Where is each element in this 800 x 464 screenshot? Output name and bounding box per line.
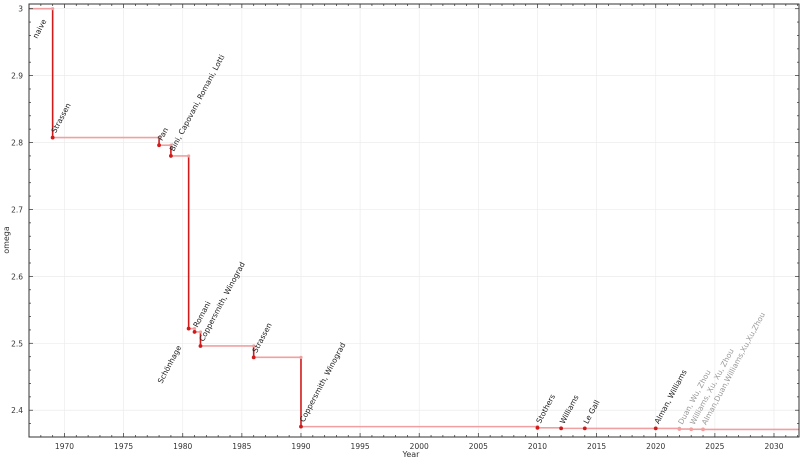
corner-marker xyxy=(157,135,161,140)
point-label: Pan xyxy=(156,126,170,142)
y-tick-label: 2.8 xyxy=(11,139,23,148)
data-point xyxy=(169,154,173,158)
data-point xyxy=(559,426,564,431)
data-point xyxy=(251,355,256,360)
y-tick-label: 2.5 xyxy=(11,339,23,348)
corner-marker xyxy=(169,143,173,147)
corner-marker xyxy=(51,7,55,11)
y-tick-label: 2.6 xyxy=(11,272,23,281)
x-axis-title: Year xyxy=(402,450,421,459)
point-label: Williams xyxy=(558,393,581,425)
data-point xyxy=(157,143,161,148)
data-point xyxy=(192,330,197,334)
corner-marker xyxy=(192,326,197,331)
data-point xyxy=(701,427,705,432)
data-point xyxy=(677,427,682,431)
x-tick-label: 2000 xyxy=(410,442,429,451)
data-point xyxy=(653,426,658,431)
x-tick-label: 1975 xyxy=(114,442,133,451)
x-tick-label: 2020 xyxy=(646,442,665,451)
x-tick-label: 2015 xyxy=(587,442,606,451)
point-label: Strassen xyxy=(250,321,273,354)
data-point xyxy=(50,135,55,140)
x-tick-label: 1985 xyxy=(232,442,251,451)
y-tick-label: 2.4 xyxy=(11,406,23,415)
x-tick-label: 1995 xyxy=(351,442,370,451)
corner-marker xyxy=(198,330,203,334)
point-label: Le Gall xyxy=(582,398,602,425)
data-point xyxy=(198,344,203,348)
x-tick-label: 2025 xyxy=(705,442,724,451)
data-point xyxy=(689,427,694,432)
point-label: Coppersmith, Winograd xyxy=(298,341,348,424)
point-label: Bini, Capovani, Romani, Lotti xyxy=(168,53,227,153)
y-axis-title: omega xyxy=(2,226,11,254)
x-tick-label: 2005 xyxy=(469,442,488,451)
series xyxy=(29,7,799,432)
plot-frame xyxy=(28,3,800,438)
data-point xyxy=(186,326,191,331)
axes: 1970 1975 1980 1985 1990 1995 2000 2005 2010 2015… xyxy=(11,3,800,451)
y-tick-label: 3 xyxy=(18,5,23,14)
point-label: Alman,Duan,Williams,Xu,Xu,Zhou xyxy=(700,311,767,427)
x-tick-label: 2030 xyxy=(764,442,783,451)
y-tick-label: 2.7 xyxy=(11,205,23,214)
x-tick-label: 1980 xyxy=(173,442,192,451)
grid xyxy=(29,4,800,437)
corner-marker xyxy=(299,355,303,359)
corner-marker xyxy=(187,154,191,158)
x-tick-label: 1970 xyxy=(55,442,74,451)
x-tick-label: 1990 xyxy=(291,442,310,451)
y-tick-label: 2.9 xyxy=(11,72,23,81)
data-point xyxy=(535,425,540,430)
data-point xyxy=(299,424,303,429)
point-label: naive xyxy=(31,17,49,40)
point-label: Schönhage xyxy=(156,344,184,385)
x-tick-label: 2010 xyxy=(528,442,547,451)
data-point xyxy=(582,426,587,431)
corner-marker xyxy=(252,344,256,348)
